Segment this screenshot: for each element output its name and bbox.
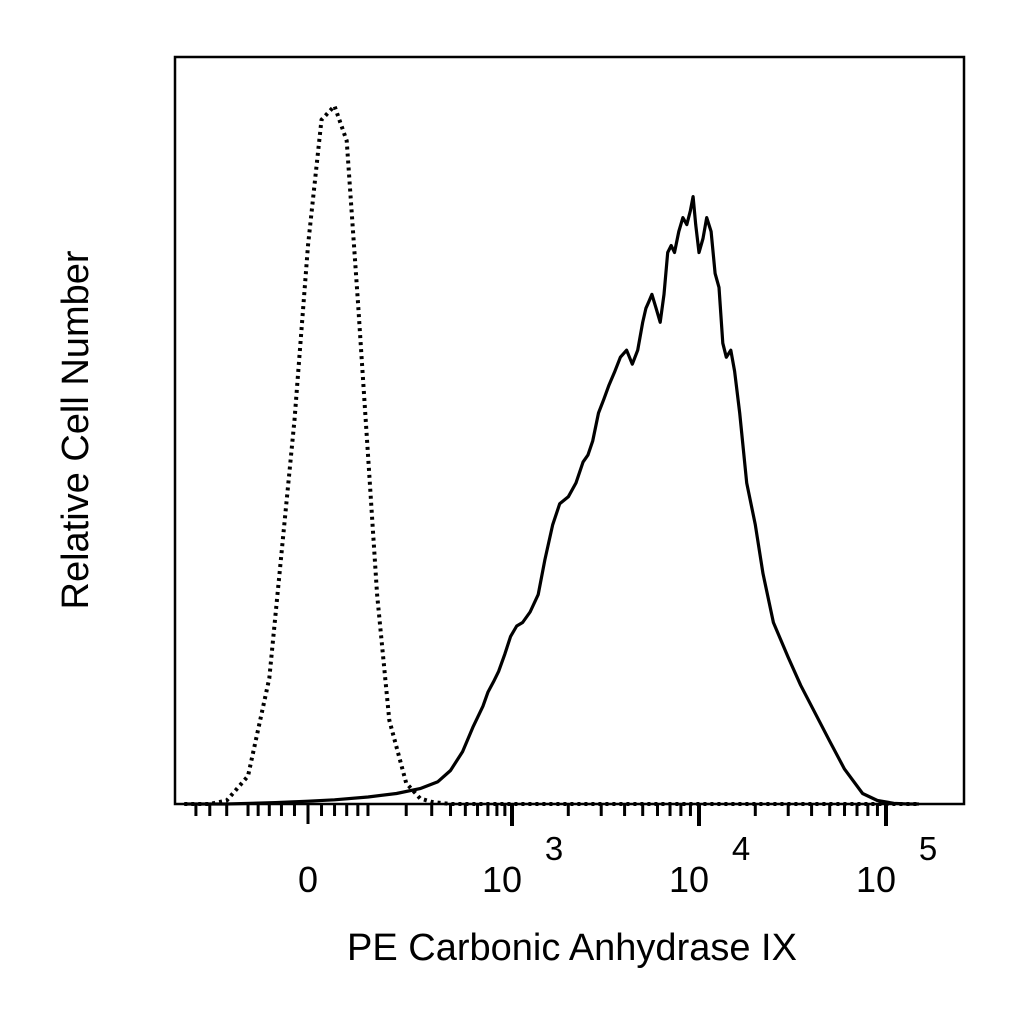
x-tick-label-base: 10 xyxy=(856,859,896,900)
x-tick-label-exponent: 4 xyxy=(732,830,750,867)
x-axis-ticks xyxy=(194,804,888,826)
x-tick-label-base: 10 xyxy=(482,859,522,900)
x-tick-label: 0 xyxy=(298,859,318,900)
plot-frame xyxy=(173,55,966,806)
solid-series-line xyxy=(184,195,919,806)
dotted-series-line xyxy=(184,103,919,806)
x-tick-label-exponent: 5 xyxy=(919,830,937,867)
x-tick-label-exponent: 3 xyxy=(545,830,563,867)
y-axis-title: Relative Cell Number xyxy=(55,250,97,609)
x-axis-tick-labels: 0 10 3 10 4 10 5 xyxy=(298,830,937,900)
x-axis-title: PE Carbonic Anhydrase IX xyxy=(347,927,797,969)
x-tick-label-base: 10 xyxy=(669,859,709,900)
series-layer xyxy=(184,103,919,806)
